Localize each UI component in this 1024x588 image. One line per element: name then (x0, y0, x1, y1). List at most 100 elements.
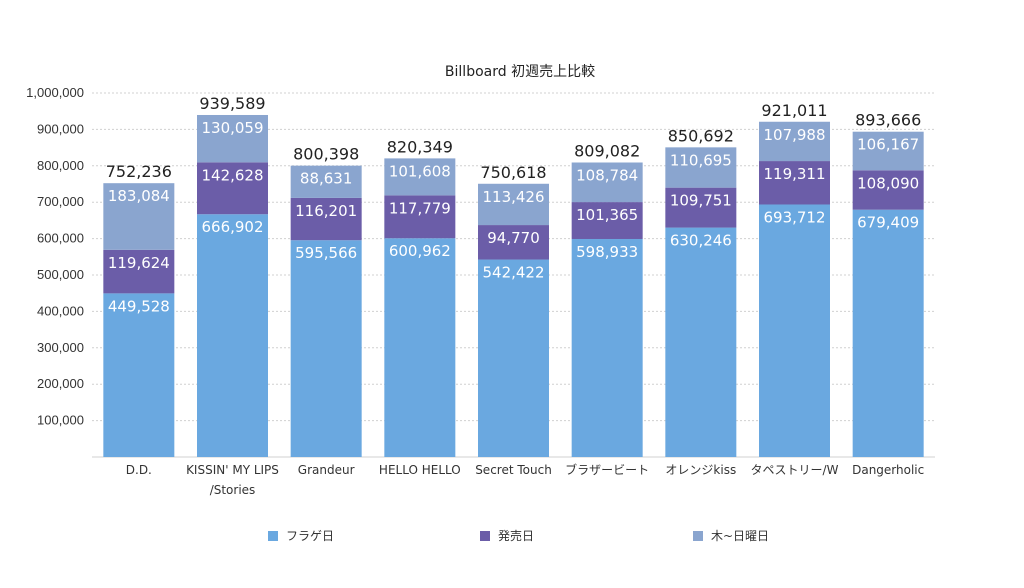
bar-segment (478, 259, 549, 457)
bar-segment (384, 238, 456, 457)
bar-segment (290, 197, 362, 241)
total-label: 850,692 (668, 126, 734, 145)
bar-segment (478, 225, 549, 260)
data-label: 630,246 (670, 232, 732, 250)
y-axis: 100,000 200,000 300,000 400,000 500,000 600,0… (26, 85, 84, 428)
bar-segment (852, 170, 924, 210)
data-label: 119,624 (108, 254, 170, 272)
bar-segment (759, 204, 830, 457)
data-label: 101,608 (389, 162, 451, 180)
data-label: 119,311 (763, 165, 825, 183)
bar-segment (571, 202, 643, 239)
x-tick-label: Grandeur (298, 463, 355, 477)
y-tick-label: 400,000 (37, 303, 84, 318)
data-label: 113,426 (482, 188, 544, 206)
total-label: 893,666 (855, 111, 921, 130)
y-tick-label: 1,000,000 (26, 85, 84, 100)
total-label: 939,589 (199, 94, 265, 113)
bar-segment (197, 114, 268, 163)
chart-title: Billboard 初週売上比較 (445, 63, 595, 80)
x-tick-label: HELLO HELLO (379, 463, 461, 477)
data-label: 666,902 (201, 218, 263, 236)
bar-segment (290, 165, 362, 198)
bar-stack: 449,528 119,624 183,084 752,236 (103, 162, 175, 457)
data-label: 142,628 (201, 166, 263, 184)
x-tick-label: Dangerholic (852, 463, 924, 477)
total-label: 752,236 (106, 162, 172, 181)
bar-segment (665, 187, 737, 228)
bar-segment (665, 227, 737, 457)
legend-swatch (268, 531, 278, 541)
bar-segment (478, 183, 549, 226)
y-tick-label: 700,000 (37, 194, 84, 209)
bars: 449,528 119,624 183,084 752,236 666,902 142,6… (103, 94, 924, 457)
bar-stack: 598,933 101,365 108,784 809,082 (571, 141, 643, 457)
legend-item: 発売日 (480, 528, 534, 543)
legend-label: フラゲ日 (286, 529, 334, 543)
bar-segment (290, 240, 362, 457)
data-label: 183,084 (108, 187, 170, 205)
bar-stack: 600,962 117,779 101,608 820,349 (384, 137, 456, 457)
y-tick-label: 300,000 (37, 340, 84, 355)
bar-segment (384, 195, 456, 239)
x-tick-label: KISSIN' MY LIPS (186, 463, 279, 477)
bar-stack: 693,712 119,311 107,988 921,011 (759, 101, 830, 457)
data-label: 110,695 (670, 151, 732, 169)
legend-item: フラゲ日 (268, 529, 334, 543)
bar-segment (197, 162, 268, 215)
y-tick-label: 800,000 (37, 158, 84, 173)
bar-segment (197, 214, 268, 457)
data-label: 595,566 (295, 244, 357, 262)
total-label: 809,082 (574, 141, 640, 160)
total-label: 800,398 (293, 145, 359, 164)
bar-stack: 595,566 116,201 88,631 800,398 (290, 145, 362, 457)
legend-label: 発売日 (498, 528, 534, 543)
y-tick-label: 500,000 (37, 267, 84, 282)
x-tick-label: D.D. (126, 463, 152, 477)
total-label: 750,618 (480, 163, 546, 182)
x-tick-label: タペストリー/W (751, 463, 839, 477)
legend-item: 木~日曜日 (693, 529, 769, 543)
bar-segment (103, 249, 175, 294)
bar-segment (759, 161, 830, 205)
bar-stack: 679,409 108,090 106,167 893,666 (852, 111, 924, 457)
legend-swatch (480, 531, 490, 541)
y-tick-label: 900,000 (37, 121, 84, 136)
data-label: 108,090 (857, 174, 919, 192)
bar-segment (571, 162, 643, 203)
legend-swatch (693, 531, 703, 541)
data-label: 101,365 (576, 206, 638, 224)
bar-stack: 542,422 94,770 113,426 750,618 (478, 163, 549, 457)
x-tick-label: Secret Touch (475, 463, 552, 477)
bar-segment (384, 158, 456, 196)
bar-segment (852, 209, 924, 457)
data-label: 108,784 (576, 166, 638, 184)
bar-stack: 630,246 109,751 110,695 850,692 (665, 126, 737, 457)
bar-segment (852, 131, 924, 171)
data-label: 88,631 (300, 170, 353, 188)
x-tick-label: ブラザービート (565, 462, 649, 477)
data-label: 116,201 (295, 202, 357, 220)
bar-stack: 666,902 142,628 130,059 939,589 (197, 94, 268, 457)
data-label: 542,422 (482, 264, 544, 282)
legend-label: 木~日曜日 (711, 529, 769, 543)
data-label: 94,770 (487, 229, 540, 247)
y-tick-label: 600,000 (37, 231, 84, 246)
bar-segment (103, 293, 175, 457)
legend: フラゲ日 発売日 木~日曜日 (268, 528, 769, 543)
y-tick-label: 200,000 (37, 376, 84, 391)
data-label: 117,779 (389, 199, 451, 217)
total-label: 921,011 (761, 101, 827, 120)
data-label: 130,059 (201, 119, 263, 137)
data-label: 107,988 (763, 126, 825, 144)
data-label: 449,528 (108, 297, 170, 315)
total-label: 820,349 (387, 137, 453, 156)
data-label: 600,962 (389, 242, 451, 260)
data-label: 106,167 (857, 136, 919, 154)
bar-segment (759, 121, 830, 162)
data-label: 693,712 (763, 208, 825, 226)
y-tick-label: 100,000 (37, 413, 84, 428)
bar-segment (571, 238, 643, 457)
bar-segment (665, 147, 737, 188)
